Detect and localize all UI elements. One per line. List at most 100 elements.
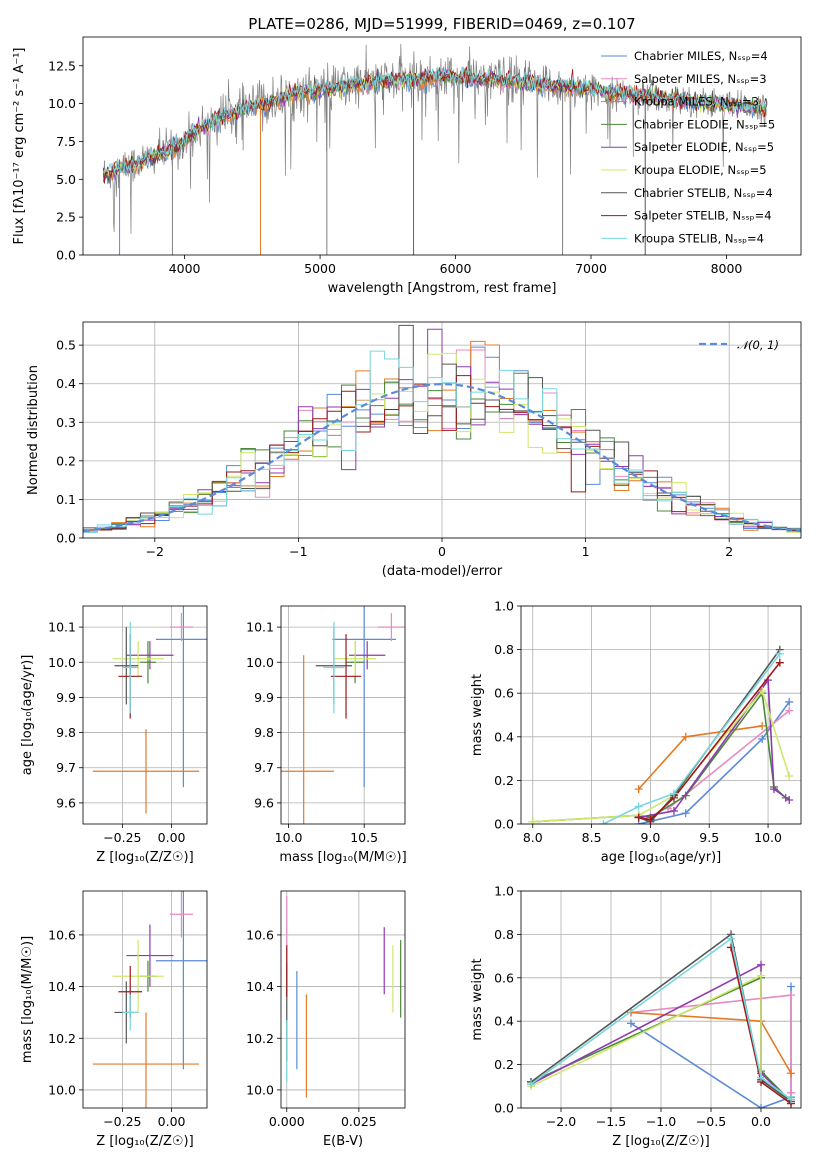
- y-tick-label: 9.9: [254, 690, 274, 705]
- series-line-salpeter-stelib: [638, 662, 781, 821]
- x-tick-label: 9.5: [699, 830, 719, 845]
- mass-vs-metallicity-panel: −0.25 0.00 10.0 10.2 10.4 10.6 Z [log₁₀(Z/Z☉)]…: [20, 890, 208, 1149]
- series-line-kroupa-stelib: [602, 653, 781, 824]
- y-tick-label: 0.2: [56, 453, 76, 468]
- x-axis-label: Z [log₁₀(Z/Z☉)]: [96, 850, 193, 865]
- data-point-marker: [634, 802, 643, 811]
- y-tick-label: 0.0: [56, 531, 76, 546]
- y-tick-label: 10.0: [246, 1082, 274, 1097]
- legend-label: 𝒩(0, 1): [737, 338, 779, 352]
- x-axis-label: (data-model)/error: [382, 564, 503, 579]
- x-tick-label: 0.00: [158, 1114, 186, 1129]
- residual-histogram-panel: −2 −1 0 1 2 0.0 0.1 0.2 0.3 0.4 0.5 (data-model)/er…: [26, 321, 802, 579]
- histogram-kroupa-elodie: [83, 352, 801, 538]
- data-point-marker: [757, 960, 765, 969]
- errorbar-kroupa-elodie: [112, 940, 164, 1013]
- normal-distribution-curve: [83, 383, 801, 533]
- y-tick-label: 9.6: [254, 795, 274, 810]
- plot-area: [92, 606, 207, 814]
- y-axis-label: mass weight: [470, 674, 485, 756]
- x-tick-label: 6000: [440, 261, 472, 276]
- x-tick-label: 7000: [575, 261, 607, 276]
- data-point-marker: [758, 687, 767, 696]
- x-tick-label: 10.5: [350, 830, 378, 845]
- errorbar-kroupa-stelib: [122, 621, 139, 714]
- x-tick-label: 0.025: [341, 1114, 377, 1129]
- gridlines: [281, 891, 405, 1108]
- y-tick-label: 0.0: [56, 248, 76, 263]
- y-tick-label: 0.4: [56, 376, 76, 391]
- x-tick-label: 8000: [711, 261, 743, 276]
- y-tick-label: 10.0: [246, 655, 274, 670]
- errorbar-salpeter-elodie: [126, 924, 174, 987]
- y-tick-label: 12.5: [48, 58, 76, 73]
- y-tick-label: 0.2: [494, 1057, 514, 1072]
- y-axis-label: Flux [fλ10⁻¹⁷ erg cm⁻² s⁻¹ A⁻¹]: [12, 48, 27, 245]
- errorbar-salpeter-elodie: [126, 641, 174, 670]
- errorbar-salpeter-miles: [169, 613, 194, 642]
- y-tick-label: 0.3: [56, 415, 76, 430]
- legend-label: Chabrier STELIB, Nₛₛₚ=4: [634, 186, 773, 200]
- chart-title: PLATE=0286, MJD=51999, FIBERID=0469, z=0…: [248, 15, 635, 33]
- y-tick-label: 0.6: [494, 686, 514, 701]
- x-axis-label: Z [log₁₀(Z/Z☉)]: [612, 1134, 709, 1149]
- x-tick-label: 0: [438, 544, 446, 559]
- plot-area: [83, 324, 801, 538]
- y-tick-label: 0.1: [56, 492, 76, 507]
- y-tick-label: 1.0: [494, 884, 514, 899]
- y-tick-label: 10.4: [246, 979, 274, 994]
- data-point-marker: [785, 706, 794, 715]
- y-tick-label: 10.1: [48, 620, 76, 635]
- data-point-marker: [634, 813, 643, 822]
- errorbar-kroupa-stelib: [323, 621, 345, 714]
- x-tick-label: 8.5: [582, 830, 602, 845]
- x-tick-label: −0.25: [103, 830, 141, 845]
- data-point-marker: [757, 971, 765, 980]
- y-tick-label: 0.5: [56, 338, 76, 353]
- series-line-chabrier-elodie: [532, 691, 787, 823]
- plot-area: [528, 645, 794, 824]
- data-point-marker: [527, 1080, 535, 1089]
- errorbar-salpeter-miles: [377, 613, 405, 642]
- data-point-marker: [757, 1104, 765, 1108]
- x-tick-label: 5000: [304, 261, 336, 276]
- x-axis-label: E(B-V): [323, 1134, 363, 1149]
- axes-frame: [82, 321, 802, 539]
- errorbar-chabrier-miles: [332, 606, 396, 788]
- axes-frame: [520, 605, 802, 825]
- y-tick-label: 2.5: [56, 210, 76, 225]
- plot-area: [281, 606, 405, 824]
- y-axis-label: age [log₁₀(age/yr)]: [20, 655, 35, 776]
- errorbar-kroupa-miles: [92, 1012, 200, 1108]
- data-point-marker: [775, 658, 784, 667]
- legend-label: Kroupa ELODIE, Nₛₛₚ=5: [634, 163, 767, 177]
- x-tick-label: 0.0: [751, 1114, 771, 1129]
- y-tick-label: 0.4: [494, 729, 514, 744]
- axes-frame: [280, 890, 406, 1109]
- y-tick-label: 9.6: [56, 795, 76, 810]
- y-tick-label: 10.2: [246, 1031, 274, 1046]
- y-axis-label: mass [log₁₀(M/M☉)]: [20, 936, 35, 1063]
- y-tick-label: 10.0: [48, 96, 76, 111]
- data-point-marker: [727, 934, 735, 943]
- errorbar-kroupa-miles: [92, 729, 200, 814]
- errorbar-chabrier-miles: [155, 891, 207, 1070]
- y-tick-label: 10.6: [48, 927, 76, 942]
- data-point-marker: [599, 820, 608, 824]
- data-point-marker: [681, 732, 690, 741]
- x-axis-label: Z [log₁₀(Z/Z☉)]: [96, 1134, 193, 1149]
- data-point-marker: [627, 1019, 635, 1028]
- data-point-marker: [775, 649, 784, 658]
- y-tick-label: 10.1: [246, 620, 274, 635]
- errorbar-kroupa-stelib: [122, 994, 139, 1031]
- x-tick-label: 0.000: [269, 1114, 305, 1129]
- y-tick-label: 9.7: [56, 760, 76, 775]
- x-tick-label: 8.0: [523, 830, 543, 845]
- y-tick-label: 0.0: [494, 817, 514, 832]
- age-vs-metallicity-panel: −0.25 0.00 9.6 9.7 9.8 9.9 10.0 10.1 Z [log₁₀(Z/…: [20, 605, 208, 865]
- x-tick-label: −1.5: [596, 1114, 626, 1129]
- errorbar-salpeter-elodie: [349, 641, 386, 670]
- errorbar-chabrier-elodie: [140, 641, 156, 684]
- legend-label: Salpeter STELIB, Nₛₛₚ=4: [634, 209, 772, 223]
